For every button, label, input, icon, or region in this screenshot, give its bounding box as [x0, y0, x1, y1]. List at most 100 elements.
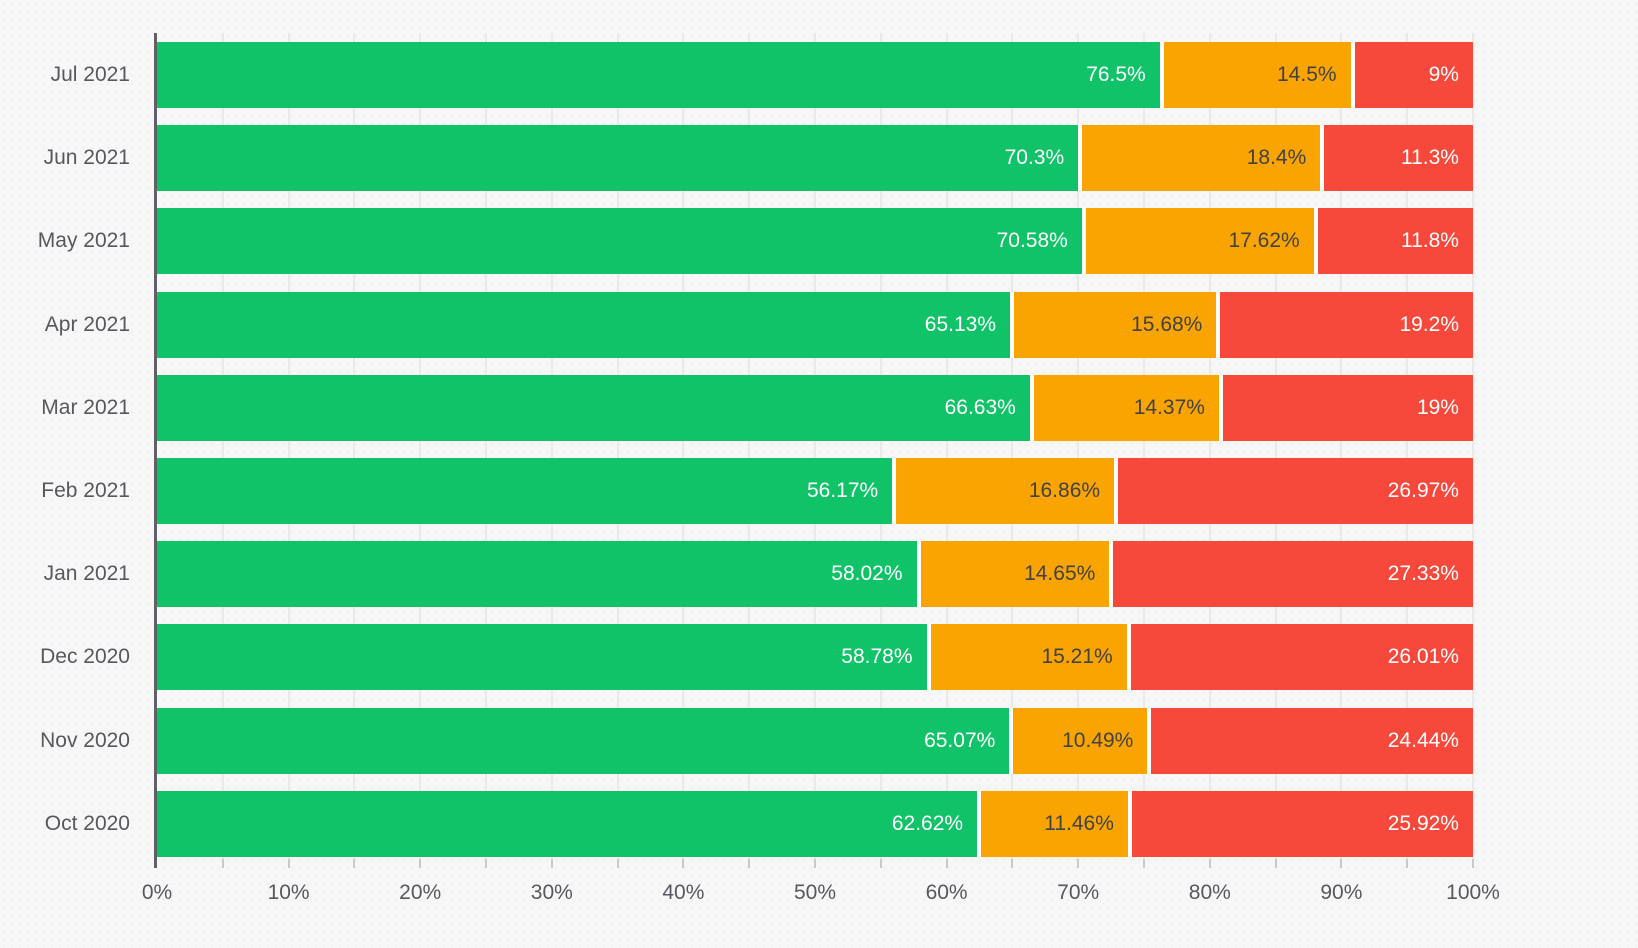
gridline [1406, 33, 1409, 859]
stacked-bar: 56.17% 16.86% 26.97% [157, 458, 1473, 524]
bar-segment-red-error[interactable]: 11.3% [1324, 125, 1473, 192]
x-tick-mark [682, 859, 685, 868]
bar-segment-green-success[interactable]: 58.78% [157, 624, 931, 691]
gridline [682, 33, 685, 859]
bar-segment-red-error[interactable]: 9% [1354, 42, 1473, 108]
segment-value-label: 66.63% [944, 395, 1016, 419]
bar-segment-red-error[interactable]: 11.8% [1317, 208, 1473, 275]
bar-segment-orange-warning[interactable]: 15.68% [1014, 291, 1221, 358]
x-tick-label: 70% [1057, 881, 1100, 904]
bar-segment-green-success[interactable]: 76.5% [157, 42, 1164, 108]
segment-value-label: 24.44% [1387, 728, 1459, 752]
bar-segment-red-error[interactable]: 19.2% [1220, 291, 1473, 358]
plot-area: Jul 2021 76.5% 14.5% 9% Jun 2021 70.3% 18.4% 11… [38, 33, 1500, 904]
x-tick-label: 80% [1188, 881, 1231, 904]
x-tick-mark [616, 859, 619, 868]
segment-value-label: 70.3% [1004, 146, 1065, 170]
segment-value-label: 14.37% [1133, 395, 1205, 419]
gridline [879, 33, 882, 859]
table-row: Jun 2021 70.3% 18.4% 11.3% [0, 125, 1473, 192]
bar-segment-red-error[interactable]: 27.33% [1113, 541, 1473, 608]
segment-value-label: 14.5% [1277, 63, 1337, 86]
segment-value-label: 58.78% [841, 645, 913, 669]
bar-segment-green-success[interactable]: 65.13% [157, 291, 1015, 358]
y-axis-line [154, 33, 157, 868]
bar-segment-green-success[interactable]: 66.63% [157, 374, 1034, 441]
category-label: May 2021 [37, 229, 130, 253]
x-tick-label: 0% [141, 881, 173, 904]
bar-segment-green-success[interactable]: 58.02% [157, 541, 921, 608]
category-label: Mar 2021 [41, 395, 130, 419]
x-tick-mark [879, 859, 882, 868]
bar-segment-orange-warning[interactable]: 14.65% [920, 541, 1114, 608]
x-tick-mark [1472, 859, 1474, 868]
x-tick-label: 100% [1446, 881, 1500, 904]
bar-segment-green-success[interactable]: 70.58% [157, 208, 1086, 275]
gridline [221, 33, 224, 859]
bar-segment-red-error[interactable]: 25.92% [1131, 790, 1473, 857]
bar-segment-orange-warning[interactable]: 17.62% [1085, 208, 1318, 275]
bar-segment-orange-warning[interactable]: 10.49% [1013, 707, 1152, 774]
bar-segment-red-error[interactable]: 19% [1222, 374, 1473, 441]
table-row: Jul 2021 76.5% 14.5% 9% [0, 42, 1473, 108]
stacked-bar: 58.02% 14.65% 27.33% [157, 541, 1473, 608]
gridline [287, 33, 290, 859]
segment-value-label: 70.58% [996, 229, 1068, 253]
bar-segment-orange-warning[interactable]: 11.46% [981, 790, 1132, 857]
x-tick-label: 40% [662, 881, 705, 904]
bar-segment-red-error[interactable]: 24.44% [1151, 707, 1473, 774]
segment-value-label: 26.97% [1387, 479, 1459, 502]
category-label: Dec 2020 [40, 645, 130, 669]
x-tick-mark [814, 859, 816, 868]
segment-value-label: 26.01% [1387, 645, 1459, 669]
bar-segment-green-success[interactable]: 56.17% [157, 458, 897, 524]
gridline [353, 33, 356, 859]
segment-value-label: 15.21% [1041, 645, 1113, 669]
bar-segment-green-success[interactable]: 70.3% [157, 125, 1083, 192]
category-label: Jul 2021 [50, 63, 130, 86]
category-label: Jan 2021 [43, 562, 130, 586]
segment-value-label: 16.86% [1028, 479, 1101, 502]
gridline [1340, 33, 1343, 859]
gridline [1011, 33, 1014, 859]
gridline [1077, 33, 1080, 859]
segment-value-label: 18.4% [1246, 146, 1307, 170]
x-tick-mark [221, 859, 224, 868]
gridline [419, 33, 422, 859]
x-tick-label: 90% [1320, 881, 1363, 904]
table-row: Mar 2021 66.63% 14.37% 19% [0, 374, 1473, 441]
x-tick-mark [353, 859, 356, 868]
segment-value-label: 58.02% [831, 562, 903, 586]
x-tick-label: 20% [399, 881, 442, 904]
stacked-bar: 58.78% 15.21% 26.01% [157, 624, 1473, 691]
gridline [1472, 33, 1474, 859]
segment-value-label: 65.13% [924, 312, 997, 336]
bar-segment-orange-warning[interactable]: 14.37% [1033, 374, 1223, 441]
segment-value-label: 11.46% [1044, 811, 1114, 835]
bar-segment-green-success[interactable]: 65.07% [157, 707, 1014, 774]
x-tick-mark [550, 859, 553, 868]
table-row: Oct 2020 62.62% 11.46% 25.92% [0, 790, 1473, 857]
table-row: May 2021 70.58% 17.62% 11.8% [0, 208, 1473, 275]
category-label: Apr 2021 [44, 312, 130, 336]
x-tick-mark [945, 859, 948, 868]
x-tick-mark [287, 859, 290, 868]
bar-segment-red-error[interactable]: 26.97% [1118, 458, 1473, 524]
stacked-bar: 66.63% 14.37% 19% [157, 374, 1473, 441]
bar-segment-orange-warning[interactable]: 14.5% [1163, 42, 1355, 108]
table-row: Jan 2021 58.02% 14.65% 27.33% [0, 541, 1473, 608]
x-tick-label: 50% [793, 881, 837, 904]
category-label: Jun 2021 [43, 146, 130, 170]
x-tick-mark [1406, 859, 1409, 868]
segment-value-label: 76.5% [1086, 63, 1146, 86]
x-tick-mark [1208, 859, 1211, 868]
x-tick-mark [419, 859, 422, 868]
category-label: Oct 2020 [44, 811, 130, 835]
bar-segment-orange-warning[interactable]: 18.4% [1082, 125, 1325, 192]
bar-segment-green-success[interactable]: 62.62% [157, 790, 982, 857]
segment-value-label: 9% [1428, 63, 1459, 86]
x-tick-mark [1011, 859, 1014, 868]
bar-segment-orange-warning[interactable]: 16.86% [896, 458, 1119, 524]
bar-segment-orange-warning[interactable]: 15.21% [930, 624, 1131, 691]
bar-segment-red-error[interactable]: 26.01% [1130, 624, 1473, 691]
